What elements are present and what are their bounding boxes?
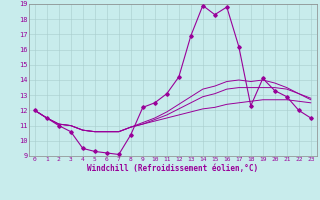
X-axis label: Windchill (Refroidissement éolien,°C): Windchill (Refroidissement éolien,°C) (87, 164, 258, 173)
